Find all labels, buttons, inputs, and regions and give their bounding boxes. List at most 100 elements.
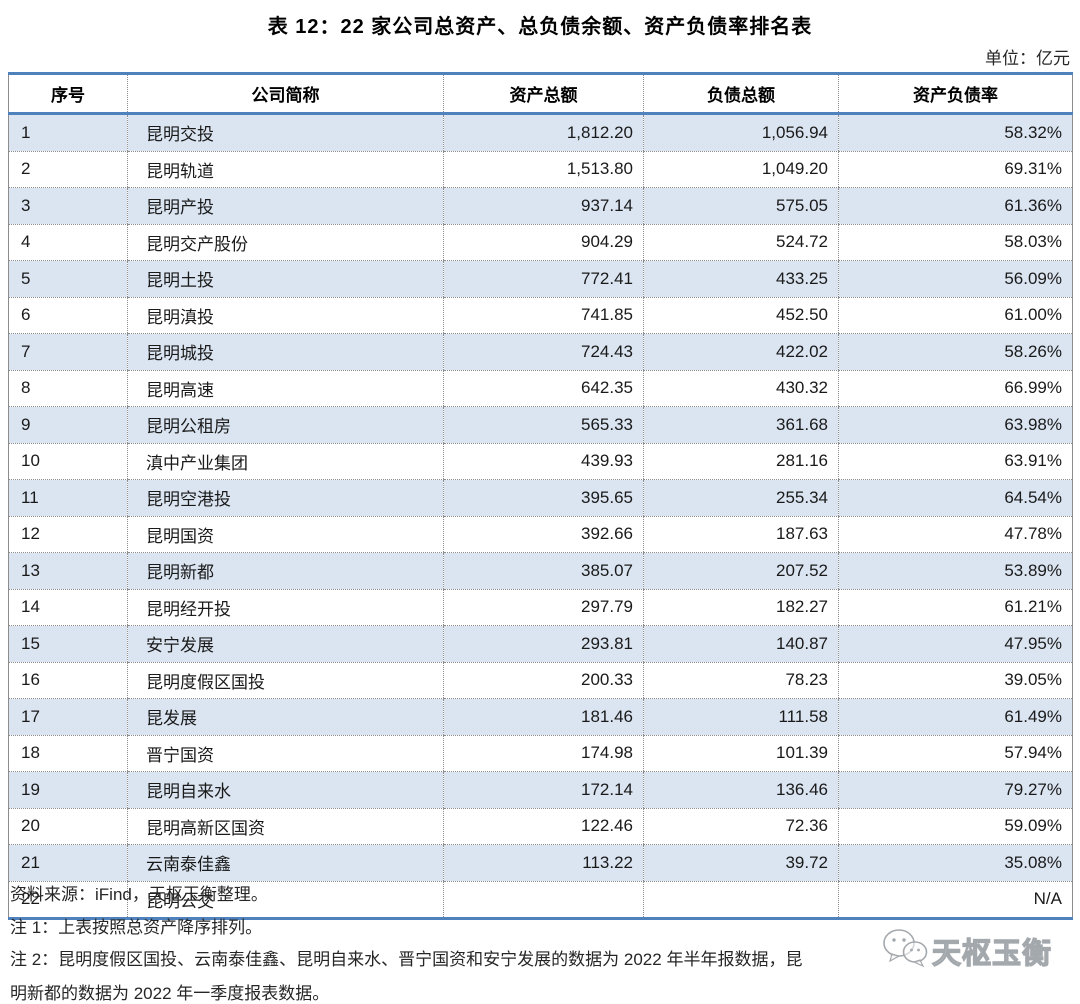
table-row: 19 昆明自来水 172.14 136.46 79.27% xyxy=(8,771,1073,809)
company-ranking-table: 序号 公司简称 资产总额 负债总额 资产负债率 1 昆明交投 1,812.20 … xyxy=(8,72,1073,920)
cell-total-assets xyxy=(443,881,644,920)
cell-total-liabilities: 1,049.20 xyxy=(643,151,839,188)
table-row: 16 昆明度假区国投 200.33 78.23 39.05% xyxy=(8,662,1073,699)
cell-rank-number: 14 xyxy=(8,589,128,626)
cell-total-liabilities: 207.52 xyxy=(643,552,839,590)
note-2-line-2: 明新都的数据为 2022 年一季度报表数据。 xyxy=(10,984,330,1003)
table-row: 4 昆明交产股份 904.29 524.72 58.03% xyxy=(8,224,1073,261)
cell-company-name: 昆明土投 xyxy=(127,260,444,298)
cell-company-name: 晋宁国资 xyxy=(127,735,444,772)
cell-total-assets: 1,812.20 xyxy=(443,113,644,152)
cell-total-liabilities: 72.36 xyxy=(643,808,839,845)
cell-debt-ratio: 61.36% xyxy=(838,187,1073,225)
cell-total-liabilities: 78.23 xyxy=(643,662,839,699)
table-row: 18 晋宁国资 174.98 101.39 57.94% xyxy=(8,735,1073,772)
header-no: 序号 xyxy=(8,72,128,115)
page-title: 表 12：22 家公司总资产、总负债余额、资产负债率排名表 xyxy=(267,16,813,38)
table-row: 2 昆明轨道 1,513.80 1,049.20 69.31% xyxy=(8,151,1073,188)
cell-rank-number: 9 xyxy=(8,406,128,444)
cell-total-assets: 642.35 xyxy=(443,370,644,407)
watermark-text: 天枢玉衡 xyxy=(931,937,1053,970)
header-liabilities: 负债总额 xyxy=(643,72,839,115)
cell-company-name: 昆明城投 xyxy=(127,333,444,371)
cell-total-liabilities: 281.16 xyxy=(643,443,839,480)
cell-rank-number: 1 xyxy=(8,113,128,152)
cell-rank-number: 22 xyxy=(8,881,128,920)
cell-debt-ratio: 58.26% xyxy=(838,333,1073,371)
cell-total-liabilities: 255.34 xyxy=(643,479,839,517)
cell-total-liabilities: 433.25 xyxy=(643,260,839,298)
cell-company-name: 昆明高新区国资 xyxy=(127,808,444,845)
table-row: 10 滇中产业集团 439.93 281.16 63.91% xyxy=(8,443,1073,480)
cell-rank-number: 19 xyxy=(8,771,128,809)
cell-total-liabilities: 1,056.94 xyxy=(643,113,839,152)
table-row: 13 昆明新都 385.07 207.52 53.89% xyxy=(8,552,1073,590)
cell-debt-ratio: 47.78% xyxy=(838,516,1073,553)
table-row: 9 昆明公租房 565.33 361.68 63.98% xyxy=(8,406,1073,444)
cell-rank-number: 21 xyxy=(8,844,128,882)
note-1: 注 1：上表按照总资产降序排列。 xyxy=(10,918,263,937)
cell-total-assets: 113.22 xyxy=(443,844,644,882)
cell-total-liabilities: 361.68 xyxy=(643,406,839,444)
cell-company-name: 昆明新都 xyxy=(127,552,444,590)
cell-total-liabilities: 140.87 xyxy=(643,625,839,663)
cell-total-liabilities: 39.72 xyxy=(643,844,839,882)
cell-total-liabilities: 575.05 xyxy=(643,187,839,225)
cell-rank-number: 6 xyxy=(8,297,128,334)
cell-total-assets: 904.29 xyxy=(443,224,644,261)
cell-debt-ratio: 66.99% xyxy=(838,370,1073,407)
cell-total-liabilities: 422.02 xyxy=(643,333,839,371)
cell-company-name: 昆明经开投 xyxy=(127,589,444,626)
cell-rank-number: 16 xyxy=(8,662,128,699)
cell-debt-ratio: 63.91% xyxy=(838,443,1073,480)
cell-rank-number: 5 xyxy=(8,260,128,298)
cell-total-assets: 724.43 xyxy=(443,333,644,371)
cell-total-assets: 385.07 xyxy=(443,552,644,590)
table-row: 20 昆明高新区国资 122.46 72.36 59.09% xyxy=(8,808,1073,845)
cell-total-assets: 174.98 xyxy=(443,735,644,772)
cell-company-name: 安宁发展 xyxy=(127,625,444,663)
cell-total-assets: 200.33 xyxy=(443,662,644,699)
cell-total-assets: 1,513.80 xyxy=(443,151,644,188)
cell-rank-number: 7 xyxy=(8,333,128,371)
cell-company-name: 昆明产投 xyxy=(127,187,444,225)
cell-rank-number: 2 xyxy=(8,151,128,188)
cell-total-liabilities: 430.32 xyxy=(643,370,839,407)
cell-rank-number: 12 xyxy=(8,516,128,553)
cell-debt-ratio: 59.09% xyxy=(838,808,1073,845)
cell-total-assets: 392.66 xyxy=(443,516,644,553)
cell-debt-ratio: N/A xyxy=(838,881,1073,920)
cell-company-name: 昆明度假区国投 xyxy=(127,662,444,699)
cell-total-liabilities: 136.46 xyxy=(643,771,839,809)
cell-debt-ratio: 63.98% xyxy=(838,406,1073,444)
cell-rank-number: 11 xyxy=(8,479,128,517)
cell-company-name: 昆明轨道 xyxy=(127,151,444,188)
cell-total-assets: 181.46 xyxy=(443,698,644,736)
cell-total-assets: 122.46 xyxy=(443,808,644,845)
cell-company-name: 昆明公租房 xyxy=(127,406,444,444)
cell-total-liabilities: 111.58 xyxy=(643,698,839,736)
cell-rank-number: 3 xyxy=(8,187,128,225)
cell-rank-number: 18 xyxy=(8,735,128,772)
cell-total-assets: 937.14 xyxy=(443,187,644,225)
cell-debt-ratio: 61.21% xyxy=(838,589,1073,626)
cell-debt-ratio: 58.32% xyxy=(838,113,1073,152)
note-2-line-1: 注 2：昆明度假区国投、云南泰佳鑫、昆明自来水、晋宁国资和安宁发展的数据为 20… xyxy=(10,950,803,969)
cell-total-assets: 565.33 xyxy=(443,406,644,444)
cell-debt-ratio: 58.03% xyxy=(838,224,1073,261)
cell-debt-ratio: 56.09% xyxy=(838,260,1073,298)
cell-debt-ratio: 61.49% xyxy=(838,698,1073,736)
table-row: 5 昆明土投 772.41 433.25 56.09% xyxy=(8,260,1073,298)
cell-rank-number: 15 xyxy=(8,625,128,663)
cell-total-assets: 439.93 xyxy=(443,443,644,480)
table-row: 12 昆明国资 392.66 187.63 47.78% xyxy=(8,516,1073,553)
cell-rank-number: 4 xyxy=(8,224,128,261)
table-row: 3 昆明产投 937.14 575.05 61.36% xyxy=(8,187,1073,225)
cell-company-name: 云南泰佳鑫 xyxy=(127,844,444,882)
table-row: 7 昆明城投 724.43 422.02 58.26% xyxy=(8,333,1073,371)
cell-debt-ratio: 69.31% xyxy=(838,151,1073,188)
cell-debt-ratio: 35.08% xyxy=(838,844,1073,882)
cell-rank-number: 17 xyxy=(8,698,128,736)
cell-debt-ratio: 61.00% xyxy=(838,297,1073,334)
cell-rank-number: 10 xyxy=(8,443,128,480)
